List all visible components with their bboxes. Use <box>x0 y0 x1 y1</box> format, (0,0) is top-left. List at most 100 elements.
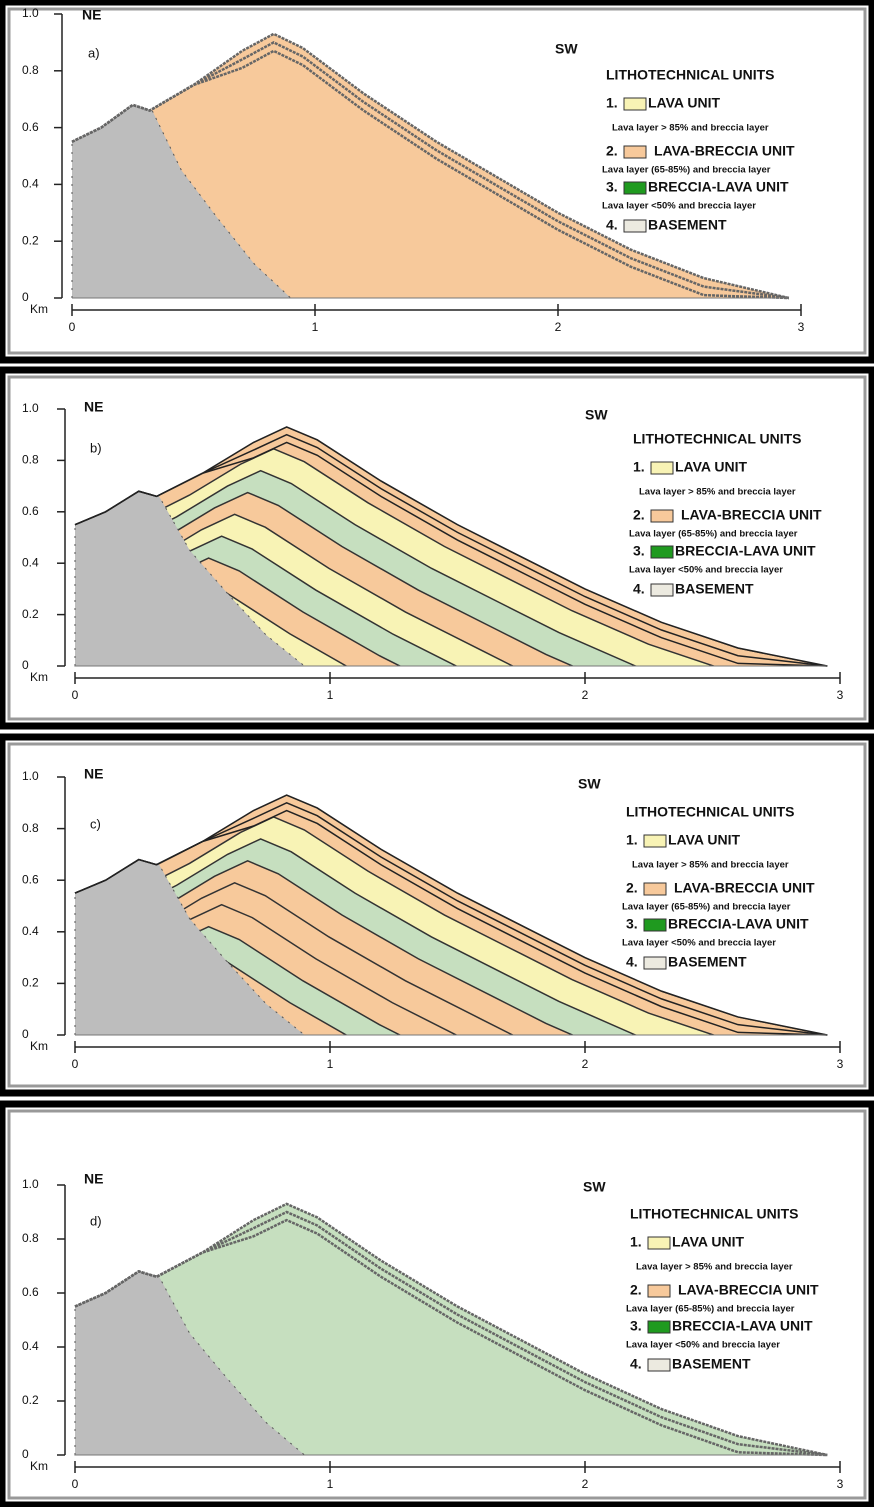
legend-number: 1. <box>630 1234 642 1250</box>
y-tick-label: 0.8 <box>22 821 39 835</box>
y-tick-label: 1.0 <box>22 769 39 783</box>
legend-note: Lava layer (65-85%) and breccia layer <box>626 1304 795 1315</box>
x-tick-label: 1 <box>327 1057 334 1071</box>
legend-name: LAVA-BRECCIA UNIT <box>678 1282 819 1298</box>
legend-number: 3. <box>606 179 618 195</box>
sw-label: SW <box>578 776 601 792</box>
y-tick-label: 1.0 <box>22 6 39 20</box>
legend-note: Lava layer > 85% and breccia layer <box>639 487 796 498</box>
legend-number: 4. <box>626 954 638 970</box>
legend-name: LAVA UNIT <box>668 832 741 848</box>
y-tick-label: 0 <box>22 290 29 304</box>
x-tick-label: 2 <box>582 1477 589 1491</box>
legend-name: BASEMENT <box>672 1356 751 1372</box>
y-tick-label: 0.2 <box>22 976 39 990</box>
legend-name: BRECCIA-LAVA UNIT <box>668 916 809 932</box>
x-tick-label: 0 <box>69 320 76 334</box>
sw-label: SW <box>583 1179 606 1195</box>
legend-number: 1. <box>633 459 645 475</box>
x-tick-label: 1 <box>327 1477 334 1491</box>
legend-note: Lava layer > 85% and breccia layer <box>632 860 789 871</box>
y-tick-label: 0.4 <box>22 1339 39 1353</box>
y-tick-label: 0.8 <box>22 1231 39 1245</box>
x-tick-label: 3 <box>837 1057 844 1071</box>
legend-swatch <box>644 919 666 931</box>
y-tick-label: 0.2 <box>22 607 39 621</box>
legend-swatch <box>648 1285 670 1297</box>
x-tick-label: 0 <box>72 1057 79 1071</box>
y-tick-label: 0 <box>22 1447 29 1461</box>
y-tick-label: 0.8 <box>22 453 39 467</box>
legend-swatch <box>644 835 666 847</box>
y-tick-label: 0.4 <box>22 555 39 569</box>
legend-swatch <box>648 1237 670 1249</box>
x-tick-label: 2 <box>555 320 562 334</box>
y-tick-label: 1.0 <box>22 401 39 415</box>
legend-swatch <box>624 98 646 110</box>
x-tick-label: 0 <box>72 1477 79 1491</box>
y-tick-label: 0 <box>22 658 29 672</box>
figure: 1.00.80.60.40.20Km0123NESWa)LITHOTECHNIC… <box>0 0 874 1507</box>
legend-name: LAVA-BRECCIA UNIT <box>674 880 815 896</box>
legend-number: 2. <box>630 1282 642 1298</box>
x-tick-label: 2 <box>582 1057 589 1071</box>
legend-swatch <box>644 883 666 895</box>
legend-number: 3. <box>633 543 645 559</box>
legend-swatch <box>648 1321 670 1333</box>
x-tick-label: 3 <box>837 1477 844 1491</box>
legend-number: 2. <box>626 880 638 896</box>
legend-swatch <box>644 957 666 969</box>
legend-note: Lava layer <50% and breccia layer <box>622 938 776 949</box>
x-tick-label: 3 <box>837 688 844 702</box>
legend-swatch <box>624 182 646 194</box>
panel-label: b) <box>90 440 102 455</box>
legend-number: 4. <box>630 1356 642 1372</box>
ne-label: NE <box>84 399 103 415</box>
legend-name: LAVA-BRECCIA UNIT <box>681 507 822 523</box>
x-unit: Km <box>30 302 48 316</box>
y-tick-label: 0.4 <box>22 924 39 938</box>
legend-name: LAVA UNIT <box>672 1234 745 1250</box>
legend-name: LAVA UNIT <box>675 459 748 475</box>
legend-number: 4. <box>633 581 645 597</box>
y-tick-label: 0.2 <box>22 1393 39 1407</box>
legend-swatch <box>651 462 673 474</box>
legend-name: LAVA UNIT <box>648 95 721 111</box>
legend-note: Lava layer <50% and breccia layer <box>602 201 756 212</box>
y-tick-label: 0.8 <box>22 63 39 77</box>
legend-note: Lava layer <50% and breccia layer <box>629 565 783 576</box>
legend-note: Lava layer > 85% and breccia layer <box>636 1262 793 1273</box>
y-tick-label: 0 <box>22 1027 29 1041</box>
legend-title: LITHOTECHNICAL UNITS <box>630 1206 799 1222</box>
legend-name: BRECCIA-LAVA UNIT <box>675 543 816 559</box>
legend-name: BASEMENT <box>668 954 747 970</box>
ne-label: NE <box>84 1171 103 1187</box>
x-tick-label: 1 <box>312 320 319 334</box>
legend-name: LAVA-BRECCIA UNIT <box>654 143 795 159</box>
ne-label: NE <box>82 7 101 23</box>
legend-name: BASEMENT <box>648 217 727 233</box>
legend-number: 1. <box>626 832 638 848</box>
panel-label: c) <box>90 816 101 831</box>
legend-name: BRECCIA-LAVA UNIT <box>648 179 789 195</box>
legend-number: 2. <box>606 143 618 159</box>
x-unit: Km <box>30 670 48 684</box>
legend-swatch <box>651 510 673 522</box>
legend-number: 3. <box>630 1318 642 1334</box>
legend-note: Lava layer (65-85%) and breccia layer <box>629 529 798 540</box>
legend-swatch <box>648 1359 670 1371</box>
legend-title: LITHOTECHNICAL UNITS <box>626 804 795 820</box>
legend-swatch <box>624 220 646 232</box>
legend-note: Lava layer > 85% and breccia layer <box>612 123 769 134</box>
legend-number: 1. <box>606 95 618 111</box>
y-tick-label: 1.0 <box>22 1177 39 1191</box>
legend-note: Lava layer (65-85%) and breccia layer <box>602 165 771 176</box>
legend-title: LITHOTECHNICAL UNITS <box>606 67 775 83</box>
legend-name: BRECCIA-LAVA UNIT <box>672 1318 813 1334</box>
sw-label: SW <box>585 407 608 423</box>
legend-swatch <box>624 146 646 158</box>
legend-name: BASEMENT <box>675 581 754 597</box>
legend-number: 3. <box>626 916 638 932</box>
